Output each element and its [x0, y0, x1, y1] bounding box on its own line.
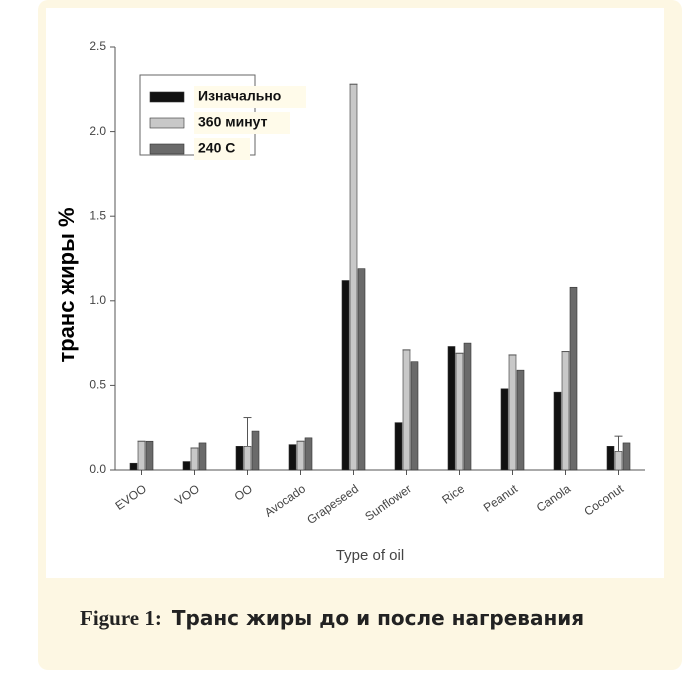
y-tick-label: 1.0 [89, 293, 106, 307]
bar [304, 437, 313, 471]
y-tick-label: 2.5 [89, 39, 106, 53]
y-tick-label: 0.0 [89, 462, 106, 476]
bar [145, 440, 154, 471]
bar [500, 388, 509, 471]
bar [394, 422, 403, 471]
bar [463, 342, 472, 471]
bar [129, 462, 138, 471]
bar [182, 461, 191, 471]
bar [614, 451, 623, 471]
legend-label: Изначально [198, 88, 281, 104]
chart: Type of oil транс жиры % 0.0 0.5 1.0 1.5 2.0… [46, 8, 664, 578]
y-tick-label: 1.5 [89, 208, 106, 222]
bar [235, 446, 244, 471]
y-tick-label: 0.5 [89, 378, 106, 392]
bar [622, 442, 631, 471]
bar [341, 280, 350, 471]
legend-swatch [149, 91, 185, 103]
bar [137, 440, 146, 471]
bar [198, 442, 207, 471]
bar [349, 83, 358, 471]
bar [288, 444, 297, 471]
caption-text: Транс жиры до и после нагревания [171, 606, 585, 630]
bar [561, 351, 570, 471]
bar [516, 369, 525, 471]
y-axis-label: транс жиры % [54, 207, 79, 362]
caption: Figure 1: Транс жиры до и после нагревани… [80, 606, 584, 631]
bar [455, 352, 464, 471]
bar [606, 446, 615, 471]
bar [190, 447, 199, 471]
bar [508, 354, 517, 471]
bar [243, 446, 252, 471]
bar [553, 391, 562, 471]
legend-label: 360 минут [198, 114, 268, 130]
bar [357, 268, 366, 471]
bar [296, 440, 305, 471]
bar [402, 349, 411, 471]
bar [251, 430, 260, 471]
bar [447, 346, 456, 471]
x-axis-label: Type of oil [336, 547, 404, 564]
legend-highlight [194, 112, 290, 134]
bar [569, 286, 578, 471]
y-tick-label: 2.0 [89, 124, 106, 138]
legend-highlight [194, 86, 306, 108]
bar [410, 361, 419, 471]
legend-swatch [149, 117, 185, 129]
legend-highlight [194, 138, 250, 160]
caption-lead: Figure 1: [80, 606, 162, 630]
legend-swatch [149, 143, 185, 155]
legend-label: 240 С [198, 140, 235, 156]
